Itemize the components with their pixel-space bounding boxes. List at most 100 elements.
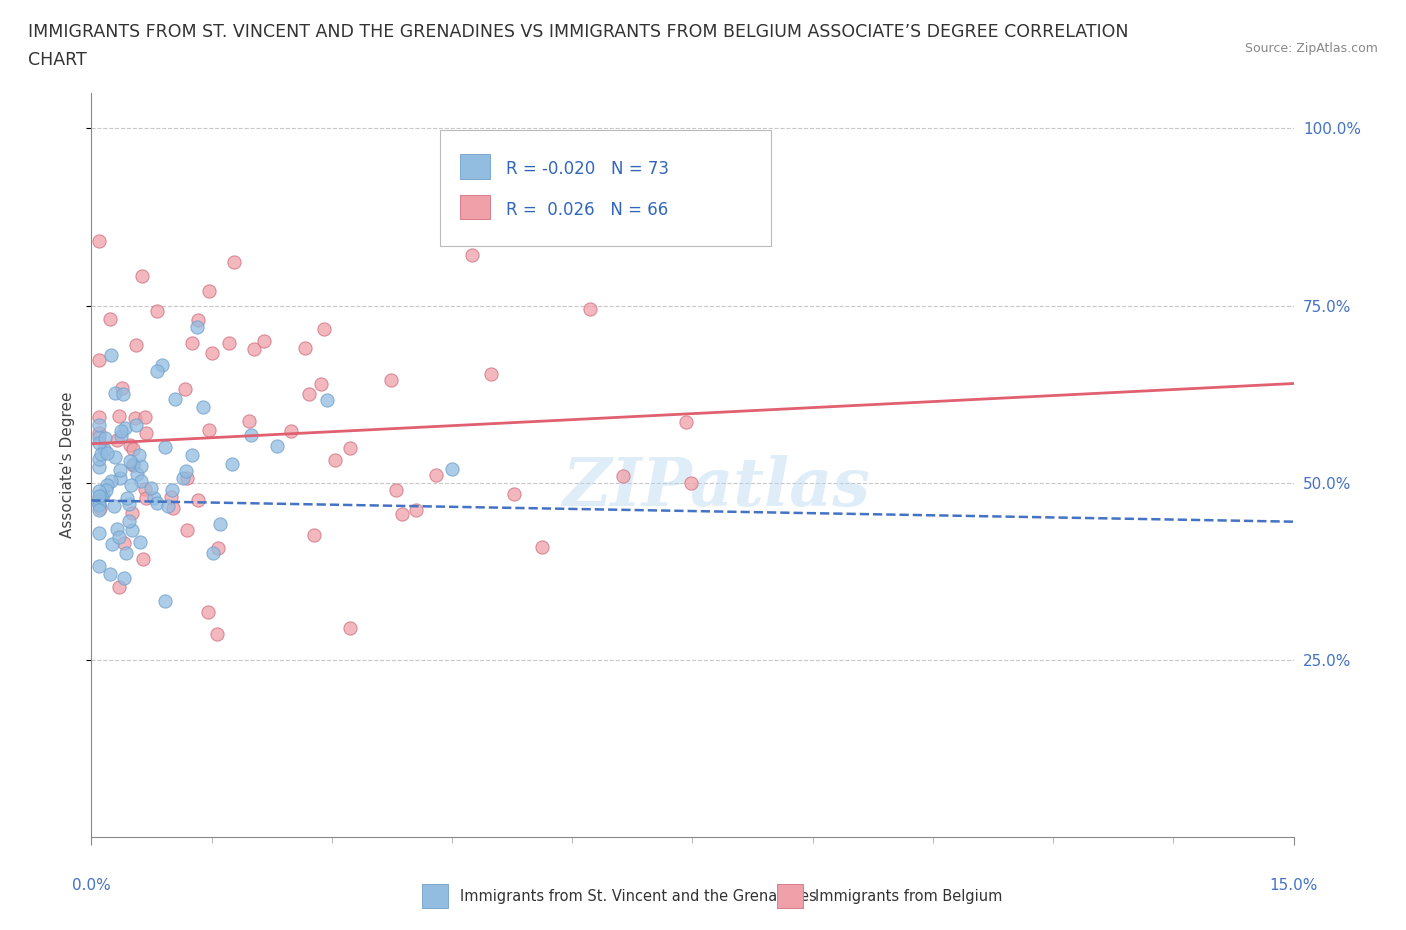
Immigrants from St. Vincent and the Grenadines bbox=[89, 484, 111, 498]
Immigrants from St. Vincent and the Grenadines bbox=[89, 452, 111, 467]
Immigrants from St. Vincent and the Grenadines bbox=[89, 418, 111, 432]
Immigrants from St. Vincent and the Grenadines bbox=[128, 448, 150, 463]
Immigrants from St. Vincent and the Grenadines bbox=[115, 491, 138, 506]
Immigrants from St. Vincent and the Grenadines bbox=[108, 470, 131, 485]
Immigrants from St. Vincent and the Grenadines bbox=[150, 357, 173, 372]
Immigrants from Belgium bbox=[197, 604, 219, 619]
Immigrants from St. Vincent and the Grenadines bbox=[120, 477, 142, 492]
Immigrants from St. Vincent and the Grenadines bbox=[108, 529, 131, 544]
Immigrants from St. Vincent and the Grenadines bbox=[98, 566, 121, 581]
Immigrants from Belgium bbox=[675, 415, 697, 430]
Immigrants from St. Vincent and the Grenadines bbox=[89, 502, 111, 517]
Immigrants from Belgium bbox=[380, 373, 402, 388]
Immigrants from Belgium bbox=[131, 268, 153, 283]
Immigrants from Belgium bbox=[391, 507, 413, 522]
Immigrants from St. Vincent and the Grenadines bbox=[118, 497, 141, 512]
Immigrants from Belgium bbox=[89, 501, 111, 516]
Immigrants from St. Vincent and the Grenadines bbox=[89, 459, 111, 474]
Immigrants from St. Vincent and the Grenadines bbox=[112, 386, 135, 401]
Immigrants from St. Vincent and the Grenadines bbox=[240, 428, 263, 443]
Text: R = -0.020   N = 73: R = -0.020 N = 73 bbox=[506, 160, 669, 178]
Immigrants from St. Vincent and the Grenadines bbox=[104, 450, 127, 465]
Immigrants from St. Vincent and the Grenadines bbox=[89, 430, 111, 445]
Immigrants from Belgium bbox=[502, 486, 524, 501]
Immigrants from Belgium bbox=[134, 482, 156, 497]
Immigrants from St. Vincent and the Grenadines bbox=[93, 441, 115, 456]
Immigrants from Belgium bbox=[198, 284, 221, 299]
Immigrants from Belgium bbox=[121, 458, 143, 472]
Immigrants from St. Vincent and the Grenadines bbox=[89, 488, 111, 503]
Immigrants from St. Vincent and the Grenadines bbox=[89, 446, 111, 461]
Immigrants from Belgium bbox=[198, 423, 221, 438]
Immigrants from Belgium bbox=[530, 539, 553, 554]
Immigrants from Belgium bbox=[405, 503, 427, 518]
Text: 15.0%: 15.0% bbox=[1270, 878, 1317, 893]
Immigrants from Belgium bbox=[108, 408, 131, 423]
Immigrants from St. Vincent and the Grenadines bbox=[110, 423, 132, 438]
Immigrants from Belgium bbox=[612, 469, 634, 484]
Immigrants from St. Vincent and the Grenadines bbox=[110, 429, 132, 444]
Immigrants from Belgium bbox=[121, 441, 143, 456]
Immigrants from St. Vincent and the Grenadines bbox=[163, 392, 186, 406]
Immigrants from Belgium bbox=[294, 340, 316, 355]
Immigrants from Belgium bbox=[205, 627, 228, 642]
Immigrants from Belgium bbox=[384, 483, 406, 498]
Immigrants from St. Vincent and the Grenadines bbox=[440, 462, 463, 477]
Immigrants from Belgium bbox=[243, 342, 266, 357]
Immigrants from St. Vincent and the Grenadines bbox=[90, 488, 112, 503]
Immigrants from Belgium bbox=[124, 410, 146, 425]
Immigrants from St. Vincent and the Grenadines bbox=[89, 525, 111, 540]
Immigrants from St. Vincent and the Grenadines bbox=[146, 496, 169, 511]
Immigrants from St. Vincent and the Grenadines bbox=[209, 517, 232, 532]
Immigrants from St. Vincent and the Grenadines bbox=[139, 481, 162, 496]
Text: R =  0.026   N = 66: R = 0.026 N = 66 bbox=[506, 201, 668, 219]
Immigrants from St. Vincent and the Grenadines bbox=[162, 483, 184, 498]
Immigrants from St. Vincent and the Grenadines bbox=[181, 447, 204, 462]
Immigrants from Belgium bbox=[111, 380, 134, 395]
Immigrants from St. Vincent and the Grenadines bbox=[121, 523, 143, 538]
Immigrants from Belgium bbox=[679, 475, 702, 490]
Immigrants from St. Vincent and the Grenadines bbox=[94, 431, 117, 445]
Immigrants from St. Vincent and the Grenadines bbox=[266, 438, 288, 453]
Immigrants from Belgium bbox=[187, 493, 209, 508]
Immigrants from Belgium bbox=[134, 409, 156, 424]
Immigrants from Belgium bbox=[160, 489, 183, 504]
Immigrants from St. Vincent and the Grenadines bbox=[89, 493, 111, 508]
Immigrants from Belgium bbox=[425, 467, 447, 482]
Immigrants from Belgium bbox=[89, 352, 111, 367]
Immigrants from Belgium bbox=[309, 377, 332, 392]
Immigrants from St. Vincent and the Grenadines bbox=[118, 453, 141, 468]
Immigrants from St. Vincent and the Grenadines bbox=[94, 483, 117, 498]
Immigrants from Belgium bbox=[461, 247, 484, 262]
Immigrants from Belgium bbox=[112, 536, 135, 551]
Immigrants from St. Vincent and the Grenadines bbox=[155, 593, 177, 608]
Immigrants from Belgium bbox=[125, 338, 148, 352]
Immigrants from St. Vincent and the Grenadines bbox=[186, 319, 208, 334]
Immigrants from St. Vincent and the Grenadines bbox=[174, 463, 197, 478]
Immigrants from Belgium bbox=[132, 551, 155, 566]
Immigrants from Belgium bbox=[280, 424, 302, 439]
Bar bbox=[460, 195, 491, 219]
Immigrants from Belgium bbox=[579, 301, 602, 316]
Text: ZIPatlas: ZIPatlas bbox=[562, 455, 870, 520]
Immigrants from St. Vincent and the Grenadines bbox=[142, 491, 165, 506]
Text: Immigrants from Belgium: Immigrants from Belgium bbox=[815, 889, 1002, 904]
Immigrants from St. Vincent and the Grenadines bbox=[115, 546, 138, 561]
Text: Source: ZipAtlas.com: Source: ZipAtlas.com bbox=[1244, 42, 1378, 55]
Immigrants from Belgium bbox=[304, 527, 326, 542]
Immigrants from Belgium bbox=[146, 304, 169, 319]
Immigrants from Belgium bbox=[89, 492, 111, 507]
Text: CHART: CHART bbox=[28, 51, 87, 69]
Immigrants from St. Vincent and the Grenadines bbox=[128, 535, 150, 550]
Immigrants from Belgium bbox=[89, 426, 111, 441]
Immigrants from Belgium bbox=[238, 413, 260, 428]
Immigrants from Belgium bbox=[105, 432, 128, 447]
Immigrants from Belgium bbox=[252, 333, 274, 348]
Immigrants from St. Vincent and the Grenadines bbox=[221, 457, 243, 472]
Immigrants from St. Vincent and the Grenadines bbox=[96, 478, 118, 493]
Immigrants from Belgium bbox=[218, 336, 240, 351]
Immigrants from St. Vincent and the Grenadines bbox=[316, 392, 339, 407]
Text: Immigrants from St. Vincent and the Grenadines: Immigrants from St. Vincent and the Gren… bbox=[460, 889, 817, 904]
Immigrants from St. Vincent and the Grenadines bbox=[101, 537, 124, 551]
Immigrants from St. Vincent and the Grenadines bbox=[89, 559, 111, 574]
